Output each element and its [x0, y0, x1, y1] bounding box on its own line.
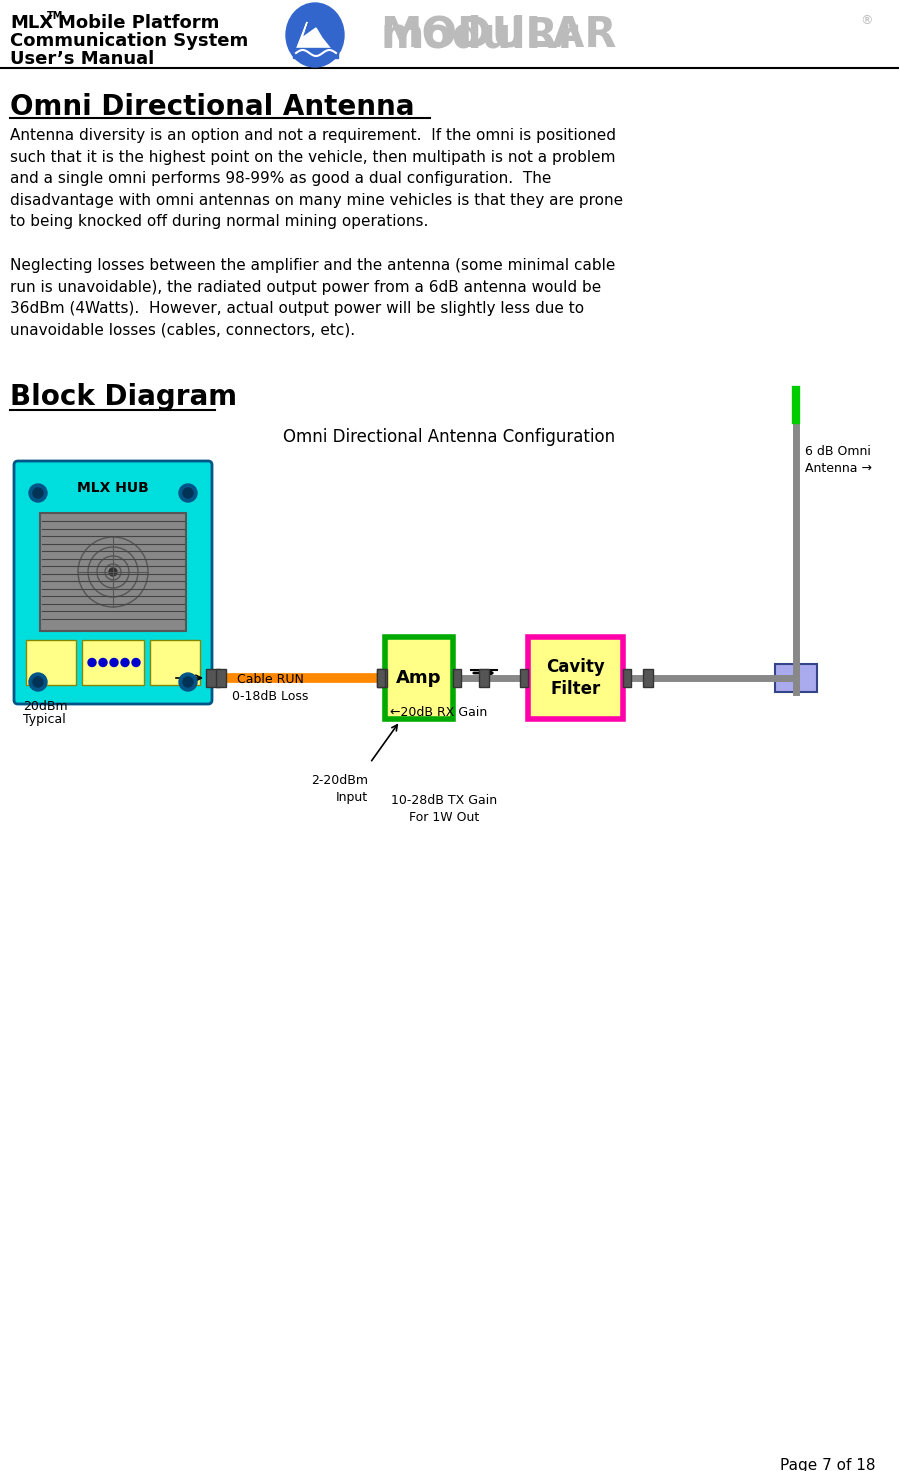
- Circle shape: [29, 484, 47, 502]
- Text: 2-20dBm
Input: 2-20dBm Input: [311, 774, 368, 805]
- Text: Neglecting losses between the amplifier and the antenna (some minimal cable
run : Neglecting losses between the amplifier …: [10, 257, 616, 338]
- Circle shape: [179, 674, 197, 691]
- Text: Block Diagram: Block Diagram: [10, 382, 237, 410]
- FancyBboxPatch shape: [14, 460, 212, 705]
- Text: Antenna diversity is an option and not a requirement.  If the omni is positioned: Antenna diversity is an option and not a…: [10, 128, 623, 229]
- Ellipse shape: [286, 3, 344, 68]
- Text: Communication System: Communication System: [10, 32, 248, 50]
- Text: ®: ®: [860, 15, 873, 26]
- Bar: [216, 669, 226, 687]
- Bar: [623, 669, 631, 687]
- Text: Page 7 of 18: Page 7 of 18: [779, 1458, 875, 1471]
- Circle shape: [29, 674, 47, 691]
- Text: Typical: Typical: [23, 713, 66, 727]
- Text: TM: TM: [47, 10, 63, 21]
- Bar: [150, 640, 200, 685]
- Text: 10-28dB TX Gain
For 1W Out: 10-28dB TX Gain For 1W Out: [391, 794, 497, 824]
- Bar: [453, 669, 461, 687]
- Bar: [479, 669, 489, 687]
- Text: Amp: Amp: [396, 669, 441, 687]
- FancyBboxPatch shape: [385, 637, 453, 719]
- Circle shape: [121, 659, 129, 666]
- Polygon shape: [293, 22, 338, 57]
- Bar: [520, 669, 528, 687]
- Text: 0-18dB Loss: 0-18dB Loss: [232, 690, 308, 703]
- Text: Mobile Platform: Mobile Platform: [58, 15, 219, 32]
- Text: MLX: MLX: [10, 15, 53, 32]
- Text: Cable RUN: Cable RUN: [236, 674, 304, 685]
- Circle shape: [33, 488, 43, 499]
- Text: Cavity
Filter: Cavity Filter: [546, 658, 605, 699]
- Circle shape: [110, 659, 118, 666]
- Text: User’s Manual: User’s Manual: [10, 50, 155, 68]
- Circle shape: [183, 677, 193, 687]
- Circle shape: [132, 659, 140, 666]
- Bar: [206, 669, 220, 687]
- Bar: [775, 663, 817, 691]
- Circle shape: [183, 488, 193, 499]
- Text: Omni Directional Antenna: Omni Directional Antenna: [10, 93, 414, 121]
- Text: MODULAR: MODULAR: [380, 15, 617, 56]
- Text: Omni Directional Antenna Configuration: Omni Directional Antenna Configuration: [283, 428, 615, 446]
- Text: ←20dB RX Gain: ←20dB RX Gain: [390, 706, 487, 719]
- Bar: [377, 669, 385, 687]
- Text: 20dBm: 20dBm: [23, 700, 67, 713]
- Polygon shape: [293, 49, 338, 57]
- Circle shape: [33, 677, 43, 687]
- Text: MLX HUB: MLX HUB: [77, 481, 149, 496]
- FancyBboxPatch shape: [528, 637, 623, 719]
- Bar: [26, 640, 76, 685]
- Bar: [377, 669, 387, 687]
- Circle shape: [88, 659, 96, 666]
- Text: modulRr: modulRr: [380, 15, 578, 56]
- Bar: [40, 513, 186, 631]
- Circle shape: [99, 659, 107, 666]
- Text: 6 dB Omni
Antenna →: 6 dB Omni Antenna →: [805, 446, 872, 475]
- Circle shape: [109, 568, 117, 577]
- Bar: [643, 669, 653, 687]
- Circle shape: [179, 484, 197, 502]
- Bar: [82, 640, 144, 685]
